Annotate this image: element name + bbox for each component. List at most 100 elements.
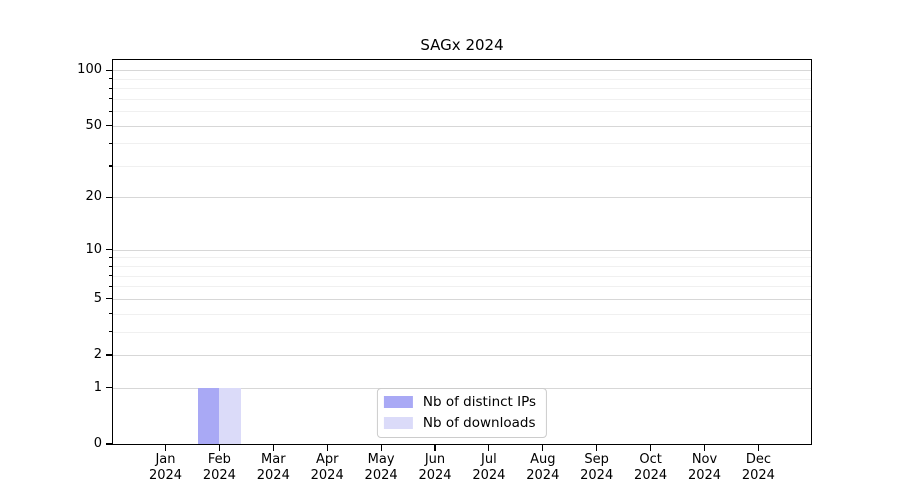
x-tick-label-line: 2024 (634, 467, 668, 483)
y-tick-label: 0 (93, 436, 102, 451)
y-tick-minor (109, 87, 112, 89)
y-tick-minor (109, 256, 112, 259)
x-tick-label-line: 2024 (364, 467, 398, 483)
y-gridline-minor (113, 98, 811, 100)
legend-swatch-downloads (383, 417, 413, 429)
y-gridline-minor (113, 313, 811, 315)
x-tick (488, 445, 490, 451)
y-gridline-minor (113, 275, 811, 277)
y-gridline-minor (113, 286, 811, 288)
x-tick-label-line: 2024 (256, 467, 290, 483)
y-tick-label: 100 (77, 62, 102, 78)
y-gridline-minor (113, 331, 811, 333)
x-tick-label-line: 2024 (472, 467, 506, 483)
x-tick-label-line: Oct (639, 452, 662, 467)
x-tick (542, 445, 544, 451)
x-tick-label-line: Sep (584, 452, 609, 467)
legend-item-distinct-ips: Nb of distinct IPs (383, 394, 537, 410)
legend: Nb of distinct IPs Nb of downloads (376, 388, 548, 438)
x-tick-label: Jan 2024 (134, 452, 198, 483)
y-gridline-major (113, 355, 811, 356)
y-tick-major (106, 443, 112, 445)
y-tick-minor (109, 285, 112, 288)
y-tick-minor (109, 110, 112, 112)
y-tick-major (106, 196, 112, 198)
x-tick-label-line: 2024 (526, 467, 560, 483)
y-tick-minor (109, 275, 112, 277)
x-tick (380, 445, 382, 451)
y-tick-minor (109, 78, 112, 80)
legend-label-downloads: Nb of downloads (422, 415, 536, 431)
y-gridline-major (113, 298, 811, 300)
x-tick (703, 445, 706, 451)
x-tick-label-line: Jan (155, 452, 176, 467)
bar-nb-of-downloads (219, 387, 241, 444)
x-tick-label-line: Feb (207, 452, 231, 467)
x-tick-label-line: Dec (745, 452, 771, 467)
y-gridline-major (113, 197, 811, 199)
x-tick-label: May 2024 (349, 452, 413, 483)
y-gridline-major (113, 125, 811, 127)
x-tick-label-line: 2024 (580, 467, 614, 483)
y-gridline-minor (113, 111, 811, 113)
x-tick-label-line: 2024 (148, 467, 183, 483)
y-gridline-minor (113, 266, 811, 268)
y-tick-major (106, 387, 112, 389)
y-tick-label: 5 (93, 290, 102, 306)
x-tick-label: Feb 2024 (187, 452, 251, 483)
x-tick-label-line: Apr (315, 452, 339, 467)
y-tick-major (106, 354, 112, 356)
x-tick-label: Apr 2024 (295, 452, 359, 483)
chart-title: SAGx 2024 (420, 36, 504, 54)
y-tick-label: 10 (85, 241, 102, 257)
x-tick-label: Mar 2024 (241, 452, 305, 483)
legend-swatch-distinct-ips (383, 396, 413, 408)
y-tick-label: 2 (93, 347, 102, 362)
x-tick (650, 445, 652, 451)
y-gridline-minor (113, 257, 811, 259)
y-tick-minor (109, 331, 112, 333)
x-tick-label: Nov 2024 (673, 452, 737, 483)
x-tick-label-line: 2024 (741, 467, 775, 483)
x-tick-label-line: 2024 (310, 467, 344, 483)
legend-item-downloads: Nb of downloads (383, 415, 536, 431)
x-tick (326, 445, 328, 451)
x-tick-label: Jul 2024 (457, 452, 521, 483)
y-gridline-minor (113, 143, 811, 145)
y-gridline-major (113, 249, 811, 251)
y-gridline-major (113, 70, 811, 72)
plot-area: Nb of distinct IPs Nb of downloads (112, 59, 812, 445)
legend-label-distinct-ips: Nb of distinct IPs (422, 394, 537, 410)
x-tick-label-line: Aug (530, 452, 556, 467)
y-gridline-minor (113, 165, 811, 167)
y-tick-minor (109, 313, 112, 315)
y-tick-minor (109, 265, 112, 267)
x-tick-label-line: Mar (261, 452, 286, 467)
x-tick (218, 445, 220, 451)
bar-nb-of-distinct-ips (197, 387, 220, 444)
y-tick-major (106, 249, 112, 251)
x-tick-label-line: 2024 (418, 467, 452, 483)
x-tick-label: Sep 2024 (565, 452, 629, 483)
x-tick (757, 445, 759, 451)
y-tick-major (106, 124, 112, 127)
x-tick (434, 445, 436, 451)
x-tick-label: Oct 2024 (619, 452, 683, 483)
x-tick-label: Dec 2024 (726, 452, 790, 483)
x-tick-label-line: 2024 (687, 467, 722, 483)
x-tick-label-line: Nov (691, 452, 718, 467)
y-tick-major (106, 69, 112, 71)
y-tick-minor (109, 142, 112, 144)
x-tick (596, 445, 598, 451)
x-tick-label-line: May (367, 452, 395, 467)
y-gridline-minor (113, 78, 811, 80)
x-tick (164, 445, 167, 451)
y-tick-label: 20 (85, 189, 102, 205)
x-tick-label: Jun 2024 (403, 452, 467, 483)
plot-canvas (113, 60, 811, 444)
y-gridline-minor (113, 88, 811, 90)
y-tick-label: 1 (93, 379, 102, 395)
y-tick-label: 50 (85, 117, 102, 133)
y-tick-minor (109, 98, 112, 100)
